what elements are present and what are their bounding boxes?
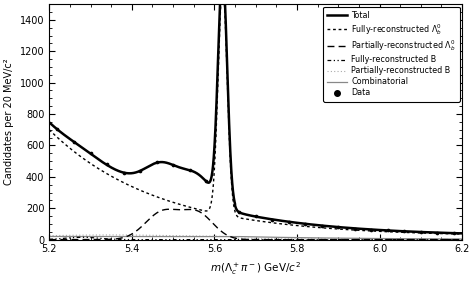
Point [301,222,309,226]
Point [450,231,458,235]
Point [335,225,342,229]
Point [70,140,78,144]
Point [401,229,408,234]
Point [236,210,243,215]
Point [268,218,276,222]
X-axis label: $m(\Lambda_c^+ \pi^-)$ GeV/$c^2$: $m(\Lambda_c^+ \pi^-)$ GeV/$c^2$ [210,260,301,277]
Point [252,214,259,219]
Point [285,220,292,225]
Legend: Total, Fully-reconstructed $\Lambda_b^0$, Partially-reconstructed $\Lambda_b^0$,: Total, Fully-reconstructed $\Lambda_b^0$… [323,6,460,101]
Point [87,151,94,155]
Point [120,171,128,175]
Point [318,224,326,228]
Point [417,230,425,234]
Point [384,228,392,232]
Point [202,179,210,183]
Point [54,127,61,132]
Point [367,228,375,232]
Point [351,226,358,231]
Y-axis label: Candidates per 20 MeV/c²: Candidates per 20 MeV/c² [4,58,14,185]
Point [153,160,160,164]
Point [169,162,177,167]
Point [186,168,193,173]
Point [434,231,441,235]
Point [136,169,144,173]
Point [103,162,111,166]
